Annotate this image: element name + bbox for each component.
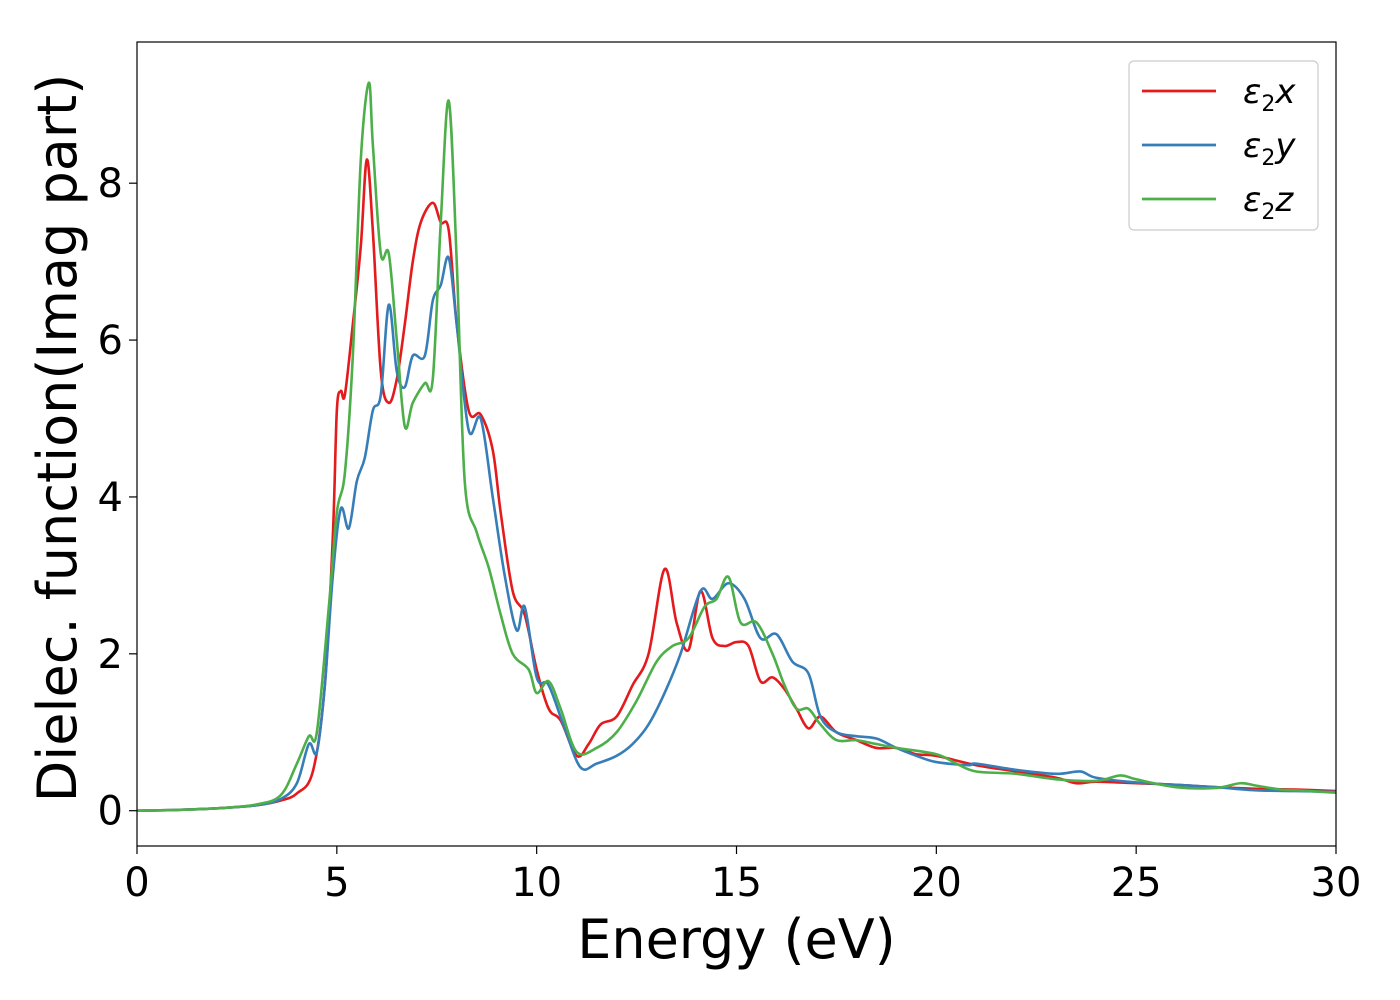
x-tick-label: 25 [1111, 860, 1162, 906]
x-axis-title: Energy (eV) [577, 908, 896, 971]
x-tick-label: 15 [711, 860, 762, 906]
x-tick-label: 30 [1311, 860, 1362, 906]
series-line-3 [136, 81, 1337, 812]
series-layer [136, 81, 1337, 812]
legend: ε2x ε2y ε2z [1128, 60, 1319, 231]
legend-label: ε2z [1243, 180, 1294, 225]
y-axis: 0 2 4 6 8 [98, 161, 137, 835]
y-axis-title: Dielec. function(Imag part) [26, 74, 89, 803]
x-tick-label: 0 [124, 860, 149, 906]
y-tick-label: 8 [98, 161, 123, 207]
x-tick-label: 5 [324, 860, 349, 906]
y-tick-label: 2 [98, 632, 123, 678]
x-tick-label: 10 [511, 860, 562, 906]
y-tick-label: 4 [98, 475, 123, 521]
legend-label: ε2y [1243, 126, 1296, 171]
legend-box [1128, 60, 1319, 231]
x-tick-label: 20 [911, 860, 962, 906]
y-tick-label: 0 [98, 789, 123, 835]
x-axis: 0 5 10 15 20 25 30 [124, 846, 1361, 906]
legend-label: ε2x [1243, 72, 1296, 117]
y-tick-label: 6 [98, 318, 123, 364]
